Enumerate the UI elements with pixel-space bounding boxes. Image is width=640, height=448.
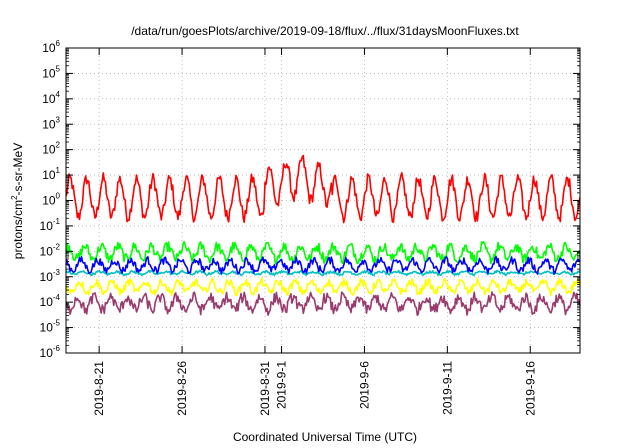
y-tick-label: 101: [42, 166, 60, 182]
y-tick-label: 103: [42, 115, 60, 131]
y-tick-label-base: 10: [40, 219, 54, 233]
y-tick-label: 105: [42, 64, 60, 80]
plot-frame: [65, 47, 581, 354]
y-axis-label-superscript: 2: [10, 195, 19, 200]
y-tick-label-exponent: 4: [56, 90, 61, 99]
y-tick-label-base: 10: [40, 321, 54, 335]
y-tick-label: 102: [42, 141, 60, 157]
y-tick-label-exponent: 6: [56, 39, 61, 48]
axis-layer: 10-610-510-410-310-210-11001011021031041…: [40, 39, 581, 416]
y-tick-label-base: 10: [42, 92, 56, 106]
y-tick-label-base: 10: [40, 346, 54, 360]
x-axis-label: Coordinated Universal Time (UTC): [233, 430, 417, 444]
series-line: [65, 269, 581, 277]
y-tick-label-exponent: 2: [56, 141, 61, 150]
y-tick-label-base: 10: [42, 168, 56, 182]
y-axis-label: protons/cm2-s-sr-MeV: [10, 143, 25, 259]
series-line: [65, 255, 581, 275]
y-tick-label-exponent: 0: [56, 192, 61, 201]
y-axis-label-suffix: -s-sr-MeV: [11, 143, 25, 196]
y-tick-label: 10-4: [40, 293, 61, 309]
y-tick-label-exponent: -1: [53, 217, 61, 226]
y-tick-label: 10-1: [40, 217, 61, 233]
y-tick-label: 10-3: [40, 268, 61, 284]
y-tick-label-base: 10: [40, 244, 54, 258]
series-line: [65, 240, 581, 265]
y-tick-label: 10-2: [40, 242, 61, 258]
y-tick-label: 100: [42, 192, 60, 208]
x-tick-label: 2019-8-31: [258, 361, 272, 416]
y-tick-label-exponent: -6: [53, 344, 61, 353]
y-tick-label-base: 10: [42, 194, 56, 208]
y-axis-label-main: protons/cm: [11, 200, 25, 259]
y-tick-label-exponent: -4: [53, 293, 61, 302]
x-tick-label: 2019-9-6: [357, 361, 371, 409]
y-tick-label-exponent: -5: [53, 319, 61, 328]
y-tick-label-exponent: 3: [56, 115, 61, 124]
y-tick-label-base: 10: [40, 270, 54, 284]
y-tick-label-base: 10: [42, 66, 56, 80]
y-tick-label: 106: [42, 39, 60, 55]
y-tick-label-exponent: -2: [53, 242, 61, 251]
series-layer: [65, 154, 581, 317]
x-tick-label: 2019-8-21: [92, 361, 106, 416]
series-line: [65, 277, 581, 297]
y-tick-label-base: 10: [42, 41, 56, 55]
x-tick-label: 2019-9-16: [523, 361, 537, 416]
series-line: [65, 154, 581, 224]
y-tick-label-base: 10: [42, 143, 56, 157]
y-tick-label: 104: [42, 90, 60, 106]
x-tick-label: 2019-9-11: [440, 361, 454, 415]
y-tick-label-base: 10: [40, 295, 54, 309]
x-tick-label: 2019-8-26: [175, 361, 189, 416]
y-tick-label: 10-6: [40, 344, 61, 360]
y-tick-label-exponent: -3: [53, 268, 61, 277]
chart-title: /data/run/goesPlots/archive/2019-09-18/f…: [131, 24, 519, 38]
y-tick-label-base: 10: [42, 117, 56, 131]
y-tick-label-exponent: 1: [56, 166, 61, 175]
y-tick-label: 10-5: [40, 319, 61, 335]
y-tick-label-exponent: 5: [56, 64, 61, 73]
series-line: [65, 291, 581, 317]
x-tick-label: 2019-9-1: [275, 361, 289, 409]
